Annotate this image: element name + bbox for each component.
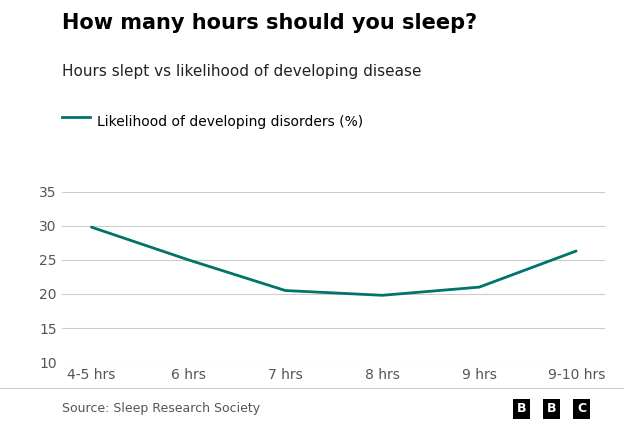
Text: Hours slept vs likelihood of developing disease: Hours slept vs likelihood of developing … [62, 64, 422, 79]
Text: B: B [547, 403, 557, 415]
Text: Source: Sleep Research Society: Source: Sleep Research Society [62, 403, 261, 415]
Text: Likelihood of developing disorders (%): Likelihood of developing disorders (%) [97, 115, 363, 129]
Text: C: C [577, 403, 586, 415]
Text: B: B [517, 403, 527, 415]
Text: How many hours should you sleep?: How many hours should you sleep? [62, 13, 477, 33]
